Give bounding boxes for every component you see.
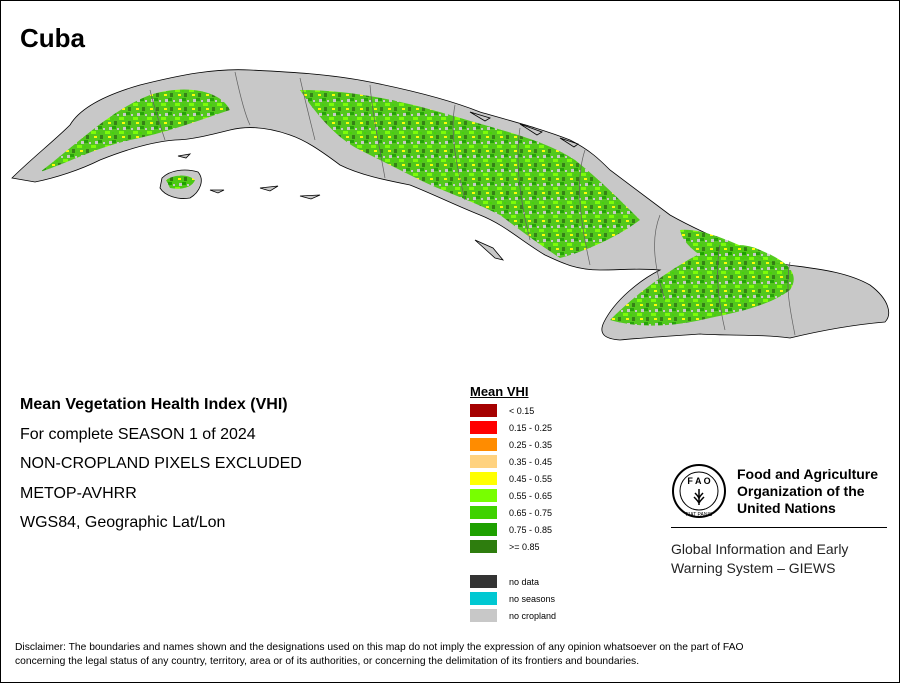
legend-class-row: 0.75 - 0.85 (470, 521, 556, 538)
fao-name-line2: Organization of the (737, 482, 865, 499)
disclaimer: Disclaimer: The boundaries and names sho… (15, 641, 885, 669)
legend-class-label: < 0.15 (509, 405, 535, 416)
legend-class-label: 0.75 - 0.85 (509, 524, 553, 535)
legend-class-row: 0.55 - 0.65 (470, 487, 556, 504)
isla-vhi (166, 175, 195, 189)
info-mask: NON-CROPLAND PIXELS EXCLUDED (20, 455, 302, 472)
vhi-east (610, 245, 794, 326)
vhi-north-east (680, 229, 760, 260)
legend-extra-swatch (470, 575, 497, 588)
info-projection: WGS84, Geographic Lat/Lon (20, 514, 226, 531)
legend-class-swatch (470, 472, 497, 485)
legend-extra-label: no seasons (509, 593, 556, 604)
giews-name: Global Information and Early Warning Sys… (671, 540, 891, 578)
legend-class-swatch (470, 506, 497, 519)
fao-logo-icon: F A O FIAT PANIS (672, 464, 726, 518)
svg-text:F A O: F A O (687, 476, 710, 486)
fao-divider (671, 527, 887, 528)
info-title: Mean Vegetation Health Index (VHI) (20, 396, 288, 413)
southern-cays (177, 153, 505, 261)
giews-line1: Global Information and Early (671, 541, 849, 557)
vhi-legend: Mean VHI < 0.15 0.15 - 0.25 0.25 - 0.35 0.3… (470, 384, 556, 624)
map-title: Cuba (20, 23, 86, 53)
northern-cays (469, 111, 579, 148)
province-boundaries (149, 71, 796, 336)
disclaimer-line1: Disclaimer: The boundaries and names sho… (15, 642, 744, 653)
giews-line2: Warning System – GIEWS (671, 560, 836, 576)
legend-class-swatch (470, 438, 497, 451)
disclaimer-line2: concerning the legal status of any count… (15, 656, 640, 667)
legend-extra: no data no seasons no cropland (470, 573, 556, 624)
vhi-central (300, 90, 640, 258)
legend-title: Mean VHI (470, 384, 529, 399)
legend-extra-row: no seasons (470, 590, 556, 607)
legend-class-label: 0.25 - 0.35 (509, 439, 553, 450)
map-info: Mean Vegetation Health Index (VHI) For c… (20, 390, 302, 538)
legend-class-label: 0.55 - 0.65 (509, 490, 553, 501)
legend-extra-row: no cropland (470, 607, 556, 624)
legend-extra-row: no data (470, 573, 556, 590)
legend-class-label: 0.45 - 0.55 (509, 473, 553, 484)
legend-class-swatch (470, 404, 497, 417)
legend-class-swatch (470, 523, 497, 536)
legend-extra-label: no cropland (509, 610, 557, 621)
legend-extra-label: no data (509, 576, 540, 587)
info-season: For complete SEASON 1 of 2024 (20, 425, 256, 443)
legend-class-swatch (470, 421, 497, 434)
legend-class-row: 0.15 - 0.25 (470, 419, 556, 436)
legend-class-row: < 0.15 (470, 402, 556, 419)
legend-class-label: 0.35 - 0.45 (509, 456, 553, 467)
legend-class-row: 0.35 - 0.45 (470, 453, 556, 470)
legend-class-label: 0.65 - 0.75 (509, 507, 553, 518)
legend-class-label: >= 0.85 (509, 541, 540, 552)
legend-class-swatch (470, 489, 497, 502)
legend-class-row: 0.25 - 0.35 (470, 436, 556, 453)
legend-class-label: 0.15 - 0.25 (509, 422, 553, 433)
vhi-west (40, 89, 230, 172)
info-sensor: METOP-AVHRR (20, 484, 137, 502)
legend-extra-swatch (470, 592, 497, 605)
fao-name-line3: United Nations (737, 499, 836, 516)
legend-class-row: 0.45 - 0.55 (470, 470, 556, 487)
legend-extra-swatch (470, 609, 497, 622)
legend-class-row: 0.65 - 0.75 (470, 504, 556, 521)
legend-class-row: >= 0.85 (470, 538, 556, 555)
legend-class-swatch (470, 455, 497, 468)
legend-class-swatch (470, 540, 497, 553)
fao-branding: F A O FIAT PANIS Food and Agriculture Or… (671, 463, 891, 578)
legend-classes: < 0.15 0.15 - 0.25 0.25 - 0.35 0.35 - 0.45 0… (470, 402, 556, 555)
svg-text:FIAT PANIS: FIAT PANIS (686, 512, 713, 518)
fao-name: Food and Agriculture Organization of the… (737, 466, 878, 517)
cuba-vhi-map: Cuba (11, 23, 890, 341)
fao-name-line1: Food and Agriculture (737, 465, 879, 482)
